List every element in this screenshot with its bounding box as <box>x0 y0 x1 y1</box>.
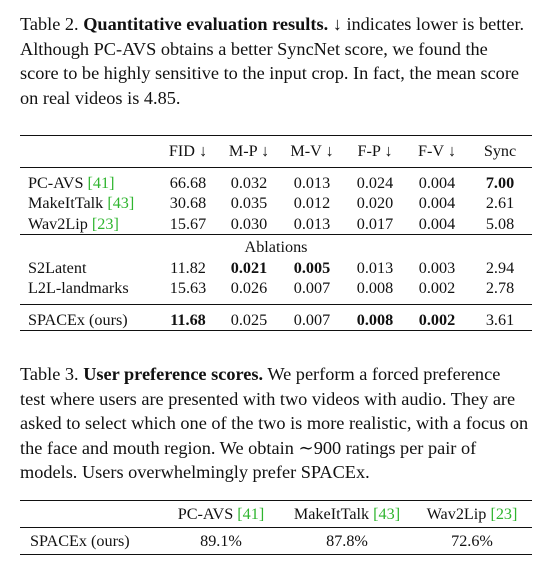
table-cell: 2.78 <box>485 279 515 297</box>
method-name-cell: MakeItTalk [43] <box>20 193 158 214</box>
table-cell: 0.035 <box>230 194 268 212</box>
table-cell: 11.82 <box>170 258 206 277</box>
table-cell: 89.1% <box>160 527 282 555</box>
table-cell: 0.024 <box>356 173 394 192</box>
method-name-cell: Wav2Lip [23] <box>20 214 158 235</box>
table-cell: 0.017 <box>356 214 394 233</box>
table-cell: 0.030 <box>230 214 268 233</box>
table-cell: 0.020 <box>356 194 394 212</box>
table-cell: 0.005 <box>293 258 331 277</box>
separator-cell <box>20 135 532 141</box>
table-cell: 0.013 <box>293 214 331 233</box>
method-name-cell: SPACEx (ours) <box>20 527 160 555</box>
header-cell: PC-AVS [41] <box>160 500 282 528</box>
header-cell: Sync <box>483 142 517 160</box>
model-name: PC-AVS <box>177 505 234 523</box>
method-name: MakeItTalk <box>28 194 104 212</box>
header-cell: M-P ↓ <box>228 142 270 160</box>
table-cell: 0.012 <box>293 194 331 212</box>
table-cell: 7.00 <box>485 173 515 192</box>
model-name: Wav2Lip <box>426 505 487 523</box>
separator-row <box>20 135 532 141</box>
table2-caption-text: ↓ indicates lower is better. Although PC… <box>20 14 525 108</box>
method-name-cell: L2L-landmarks <box>20 278 158 299</box>
method-name: S2Latent <box>28 258 87 277</box>
table3: PC-AVS [41] MakeItTalk [43] Wav2Lip [23] SP… <box>20 500 532 555</box>
header-cell <box>20 141 158 162</box>
method-name: Wav2Lip <box>28 214 88 233</box>
table-cell: 15.67 <box>169 214 207 233</box>
table-cell: 0.004 <box>418 214 456 233</box>
table-cell: 15.63 <box>169 279 207 297</box>
separator-row <box>20 303 532 310</box>
table-cell: 0.008 <box>344 309 406 331</box>
table2-caption-label: Table 2. <box>20 14 79 34</box>
table3-caption-title: User preference scores. <box>83 364 264 384</box>
table-cell: 66.68 <box>169 173 207 192</box>
table-cell: 0.013 <box>293 173 331 192</box>
table-cell: 0.007 <box>280 309 344 331</box>
separator-row <box>20 166 532 173</box>
header-cell: F-P ↓ <box>357 142 393 160</box>
header-cell: MakeItTalk [43] <box>282 500 412 528</box>
table-cell: 87.8% <box>282 527 412 555</box>
table-cell: 0.026 <box>230 279 268 297</box>
table3-caption-label: Table 3. <box>20 364 79 384</box>
citation: [41] <box>87 173 115 192</box>
ablations-label: Ablations <box>20 234 532 258</box>
citation: [23] <box>490 505 518 523</box>
citation: [43] <box>107 194 135 212</box>
method-name: L2L-landmarks <box>28 279 129 297</box>
table-row: Wav2Lip [23] 15.67 0.030 0.013 0.017 0.004 5.0… <box>20 214 532 235</box>
table-cell: 2.61 <box>485 194 515 212</box>
table-row: L2L-landmarks 15.63 0.026 0.007 0.008 0.002 2.… <box>20 278 532 299</box>
table-cell: 0.013 <box>356 258 394 277</box>
method-name-cell: SPACEx (ours) <box>20 309 158 331</box>
table-cell: 0.004 <box>418 194 456 212</box>
table-cell: 11.68 <box>158 309 218 331</box>
ablations-row: Ablations <box>20 234 532 258</box>
table-cell: 0.021 <box>230 258 268 277</box>
table-cell: 0.032 <box>230 173 268 192</box>
method-name: SPACEx (ours) <box>28 310 128 329</box>
header-row: PC-AVS [41] MakeItTalk [43] Wav2Lip [23] <box>20 500 532 528</box>
table-cell: 0.007 <box>293 279 331 297</box>
table-cell: 0.003 <box>418 258 456 277</box>
table-cell: 2.94 <box>485 258 515 277</box>
table-row: PC-AVS [41] 66.68 0.032 0.013 0.024 0.004 7.00 <box>20 173 532 194</box>
citation: [43] <box>373 505 401 523</box>
table-row: SPACEx (ours) 89.1% 87.8% 72.6% <box>20 527 532 555</box>
header-cell: Wav2Lip [23] <box>412 500 532 528</box>
table-cell: 0.002 <box>418 279 456 297</box>
table-row: SPACEx (ours) 11.68 0.025 0.007 0.008 0.002 3.… <box>20 309 532 331</box>
table-cell: 0.008 <box>356 279 394 297</box>
table2: FID ↓ M-P ↓ M-V ↓ F-P ↓ F-V ↓ Sync PC-AVS [41]… <box>20 135 532 331</box>
header-cell <box>20 500 160 528</box>
separator-cell <box>20 166 532 173</box>
table3-caption-text: We perform a forced preference test wher… <box>20 364 529 482</box>
separator-cell <box>20 303 532 310</box>
model-name: MakeItTalk <box>293 505 370 523</box>
table-cell: 30.68 <box>169 194 207 212</box>
method-name-cell: PC-AVS [41] <box>20 173 158 194</box>
table-cell: 0.004 <box>418 173 456 192</box>
table-cell: 3.61 <box>468 309 532 331</box>
table3-caption: Table 3. User preference scores. We perf… <box>20 362 530 485</box>
table-cell: 72.6% <box>412 527 532 555</box>
header-cell: F-V ↓ <box>418 142 456 160</box>
header-cell: FID ↓ <box>168 142 208 160</box>
table-cell: 0.002 <box>406 309 468 331</box>
citation: [41] <box>237 505 265 523</box>
table-cell: 0.025 <box>218 309 280 331</box>
table2-caption: Table 2. Quantitative evaluation results… <box>20 12 530 110</box>
citation: [23] <box>91 214 119 233</box>
table-cell: 5.08 <box>485 214 515 233</box>
table-row: S2Latent 11.82 0.021 0.005 0.013 0.003 2.94 <box>20 258 532 279</box>
header-row: FID ↓ M-P ↓ M-V ↓ F-P ↓ F-V ↓ Sync <box>20 141 532 162</box>
header-cell: M-V ↓ <box>290 142 334 160</box>
table2-caption-title: Quantitative evaluation results. <box>83 14 329 34</box>
method-name: PC-AVS <box>28 173 84 192</box>
table-row: MakeItTalk [43] 30.68 0.035 0.012 0.020 0.004… <box>20 193 532 214</box>
method-name-cell: S2Latent <box>20 258 158 279</box>
